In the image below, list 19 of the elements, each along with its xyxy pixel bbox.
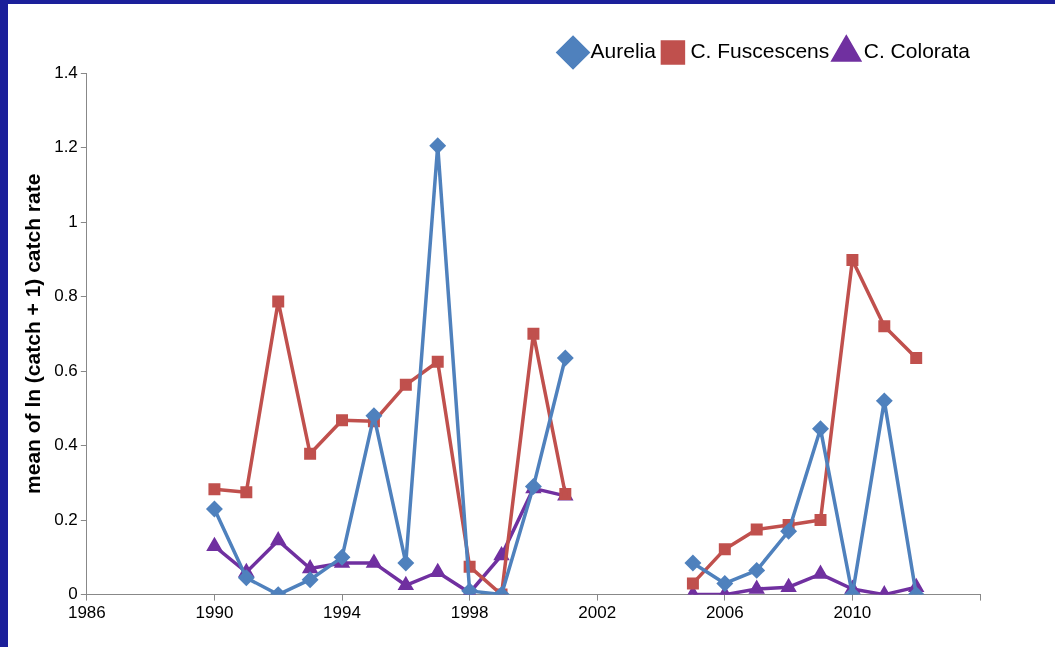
y-tick-label: 1.2 [54, 137, 78, 157]
x-tick-label: 1998 [450, 603, 489, 623]
y-axis-title: mean of ln (catch + 1) catch rate [21, 173, 45, 494]
x-tick-label: 1994 [323, 603, 361, 623]
x-tick-label: 1986 [67, 603, 106, 623]
legend-label: Aurelia [590, 39, 657, 63]
y-tick-label: 1 [68, 211, 78, 231]
x-tick-label: 1990 [195, 603, 234, 623]
legend-label: C. Fuscescens [690, 39, 830, 63]
x-tick-label: 2002 [578, 603, 617, 623]
x-tick-label: 2006 [705, 603, 744, 623]
y-tick-label: 0.8 [54, 286, 78, 306]
legend-label: C. Colorata [863, 39, 971, 63]
y-tick-label: 1.4 [54, 62, 78, 82]
y-tick-label: 0.2 [54, 509, 78, 529]
y-tick-label: 0.6 [54, 360, 78, 380]
x-tick-label: 2010 [833, 603, 872, 623]
y-tick-label: 0.4 [54, 435, 78, 455]
y-tick-label: 0 [68, 584, 78, 604]
